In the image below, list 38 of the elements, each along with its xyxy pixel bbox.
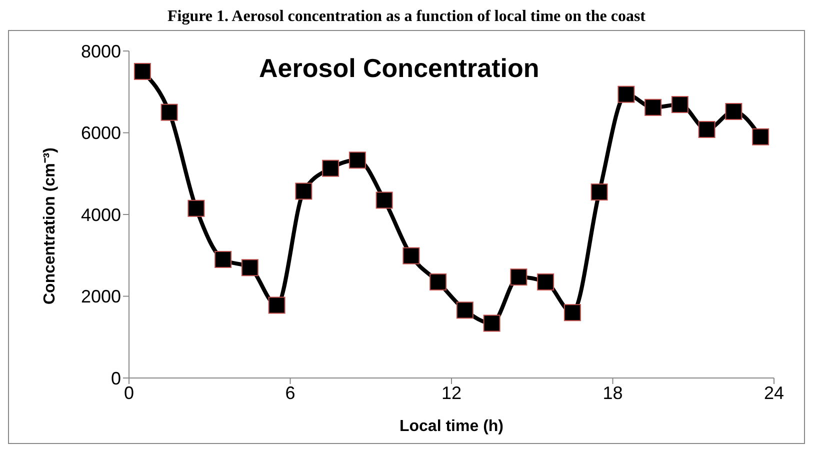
point (376, 192, 393, 209)
point (456, 302, 474, 319)
point (295, 182, 312, 200)
y-tick-label: 6000 (80, 123, 121, 144)
y-axis-title: Concentration (cm⁻³) (42, 148, 59, 304)
y-tick-label: 2000 (80, 286, 121, 307)
x-tick-label: 0 (124, 382, 134, 403)
point (160, 104, 178, 121)
point (671, 96, 688, 114)
chart-title: Figure 1. Aerosol concentration as a function of local time on the coast (166, 8, 647, 27)
point (483, 314, 500, 332)
point (590, 184, 608, 201)
point (644, 98, 662, 116)
point (322, 160, 340, 177)
y-tick-label: 8000 (80, 41, 121, 62)
point (188, 200, 205, 217)
x-tick-label: 18 (602, 382, 623, 403)
point (348, 152, 366, 169)
point (510, 268, 528, 286)
point (430, 273, 447, 290)
x-tick-label: 6 (285, 382, 296, 403)
x-tick-label: 24 (764, 382, 784, 403)
point (698, 120, 716, 138)
y-tick-label: 0 (110, 368, 121, 388)
point (402, 247, 420, 264)
point (725, 102, 742, 120)
x-tick-label: 12 (441, 382, 462, 403)
point (241, 259, 258, 276)
point (752, 128, 770, 146)
x-axis-title: Local time (h) (399, 418, 504, 435)
point (618, 86, 635, 103)
point (134, 62, 151, 80)
chart-subtitle: Aerosol Concentration (259, 53, 540, 84)
point (537, 273, 554, 290)
y-tick-label: 4000 (80, 204, 121, 225)
point (564, 304, 581, 322)
point (214, 250, 232, 268)
point (268, 296, 286, 314)
